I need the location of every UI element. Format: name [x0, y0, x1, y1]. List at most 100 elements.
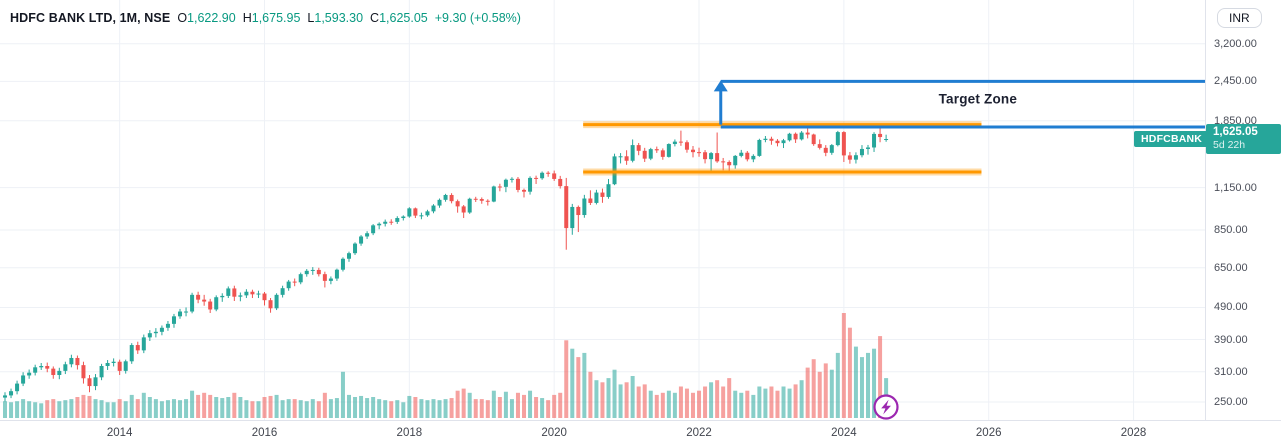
candle-body	[666, 144, 671, 157]
chart-legend[interactable]: HDFC BANK LTD, 1M, NSE O1,622.90 H1,675.…	[10, 11, 521, 25]
volume-bar	[624, 382, 629, 418]
bolt-icon[interactable]	[871, 392, 901, 422]
candle-body	[648, 149, 653, 159]
volume-bar	[268, 395, 273, 418]
volume-bar	[75, 397, 80, 418]
candle-body	[220, 295, 225, 298]
target-drawing[interactable]	[713, 79, 1205, 129]
volume-bar	[859, 357, 864, 418]
volume-bar	[630, 376, 635, 418]
volume-bar	[594, 380, 599, 418]
candle-body	[419, 215, 424, 217]
price-axis-label: 1,150.00	[1214, 181, 1257, 194]
volume-bar	[636, 386, 641, 418]
candle-body	[413, 208, 418, 216]
price-axis-label: 850.00	[1214, 224, 1248, 237]
currency-toggle-button[interactable]: INR	[1217, 8, 1262, 28]
candle-body	[196, 294, 201, 300]
candle-body	[377, 223, 382, 226]
volume-bar	[262, 397, 267, 418]
candle-body	[745, 152, 750, 160]
candle-body	[811, 134, 816, 145]
candle-body	[365, 233, 370, 237]
candle-body	[334, 269, 339, 279]
candle-body	[208, 301, 213, 310]
target-zone-label[interactable]: Target Zone	[938, 91, 1018, 107]
volume-bar	[509, 399, 514, 418]
volume-bar	[697, 390, 702, 418]
candle-body	[570, 206, 575, 229]
volume-bar	[298, 400, 303, 418]
candle-body	[715, 153, 720, 162]
candle-body	[353, 243, 358, 254]
candle-body	[250, 291, 255, 295]
volume-bar	[51, 399, 56, 418]
volume-bar	[503, 391, 508, 418]
volume-bar	[111, 402, 116, 418]
time-axis-label: 2020	[541, 427, 567, 439]
volume-bar	[817, 371, 822, 418]
candle-body	[739, 152, 744, 156]
bar-countdown: 5d 22h	[1213, 139, 1246, 151]
candle-body	[618, 156, 623, 158]
candle-body	[93, 377, 98, 387]
volume-bar	[365, 398, 370, 418]
time-axis[interactable]: 2014 2016 2018 2020 2022 2024 2026 2028	[0, 420, 1281, 447]
volume-bar	[334, 398, 339, 418]
candle-body	[165, 323, 170, 328]
symbol-title[interactable]: HDFC BANK LTD, 1M, NSE	[10, 11, 171, 25]
candle-body	[286, 281, 291, 289]
candle-body	[184, 311, 189, 313]
volume-bar	[117, 399, 122, 418]
candle-body	[690, 149, 695, 153]
candle-body	[546, 172, 551, 174]
candle-body	[178, 311, 183, 317]
candle-body	[642, 150, 647, 159]
candle-body	[769, 138, 774, 141]
volume-bar	[407, 395, 412, 418]
volume-bar	[413, 397, 418, 418]
volume-bar	[805, 367, 810, 418]
volume-bar	[612, 369, 617, 418]
time-axis-label: 2014	[106, 427, 133, 439]
candle-body	[395, 218, 400, 222]
volume-bar	[196, 394, 201, 418]
candle-body	[793, 133, 798, 140]
volume-bar	[322, 392, 327, 418]
volume-bar	[600, 382, 605, 418]
volume-bar	[684, 388, 689, 418]
candle-body	[33, 367, 38, 373]
volume-bar	[99, 400, 104, 418]
price-axis-label: 250.00	[1214, 396, 1248, 408]
candle-body	[141, 337, 146, 351]
candle-body	[214, 297, 219, 310]
volume-bar	[515, 392, 520, 418]
volume-bar	[33, 402, 38, 418]
candle-body	[111, 361, 116, 363]
candle-body	[491, 186, 496, 202]
price-axis-label: 3,200.00	[1214, 37, 1257, 50]
volume-bar	[87, 395, 92, 418]
volume-bar	[479, 399, 484, 418]
price-axis[interactable]: INR 3,200.00 2,450.00 1,850.00 1,150.00 850.…	[1205, 0, 1281, 420]
candle-body	[606, 184, 611, 197]
candle-body	[847, 155, 852, 160]
volume-bar	[618, 384, 623, 418]
rectangle-zone-drawing[interactable]	[583, 121, 982, 176]
candle-body	[9, 391, 14, 396]
low-label: L	[307, 11, 315, 25]
candle-body	[522, 189, 527, 192]
volume-bar	[214, 397, 219, 418]
candle-body	[859, 148, 864, 156]
volume-bar	[371, 397, 376, 418]
volume-bar	[799, 380, 804, 418]
candle-body	[262, 293, 267, 301]
volume-bar	[190, 390, 195, 418]
volume-bar	[431, 399, 436, 418]
candle-body	[135, 345, 140, 351]
candle-body	[117, 361, 122, 371]
price-axis-label: 2,450.00	[1214, 75, 1257, 88]
candle-body	[829, 145, 834, 153]
time-axis-label: 2026	[975, 427, 1002, 439]
